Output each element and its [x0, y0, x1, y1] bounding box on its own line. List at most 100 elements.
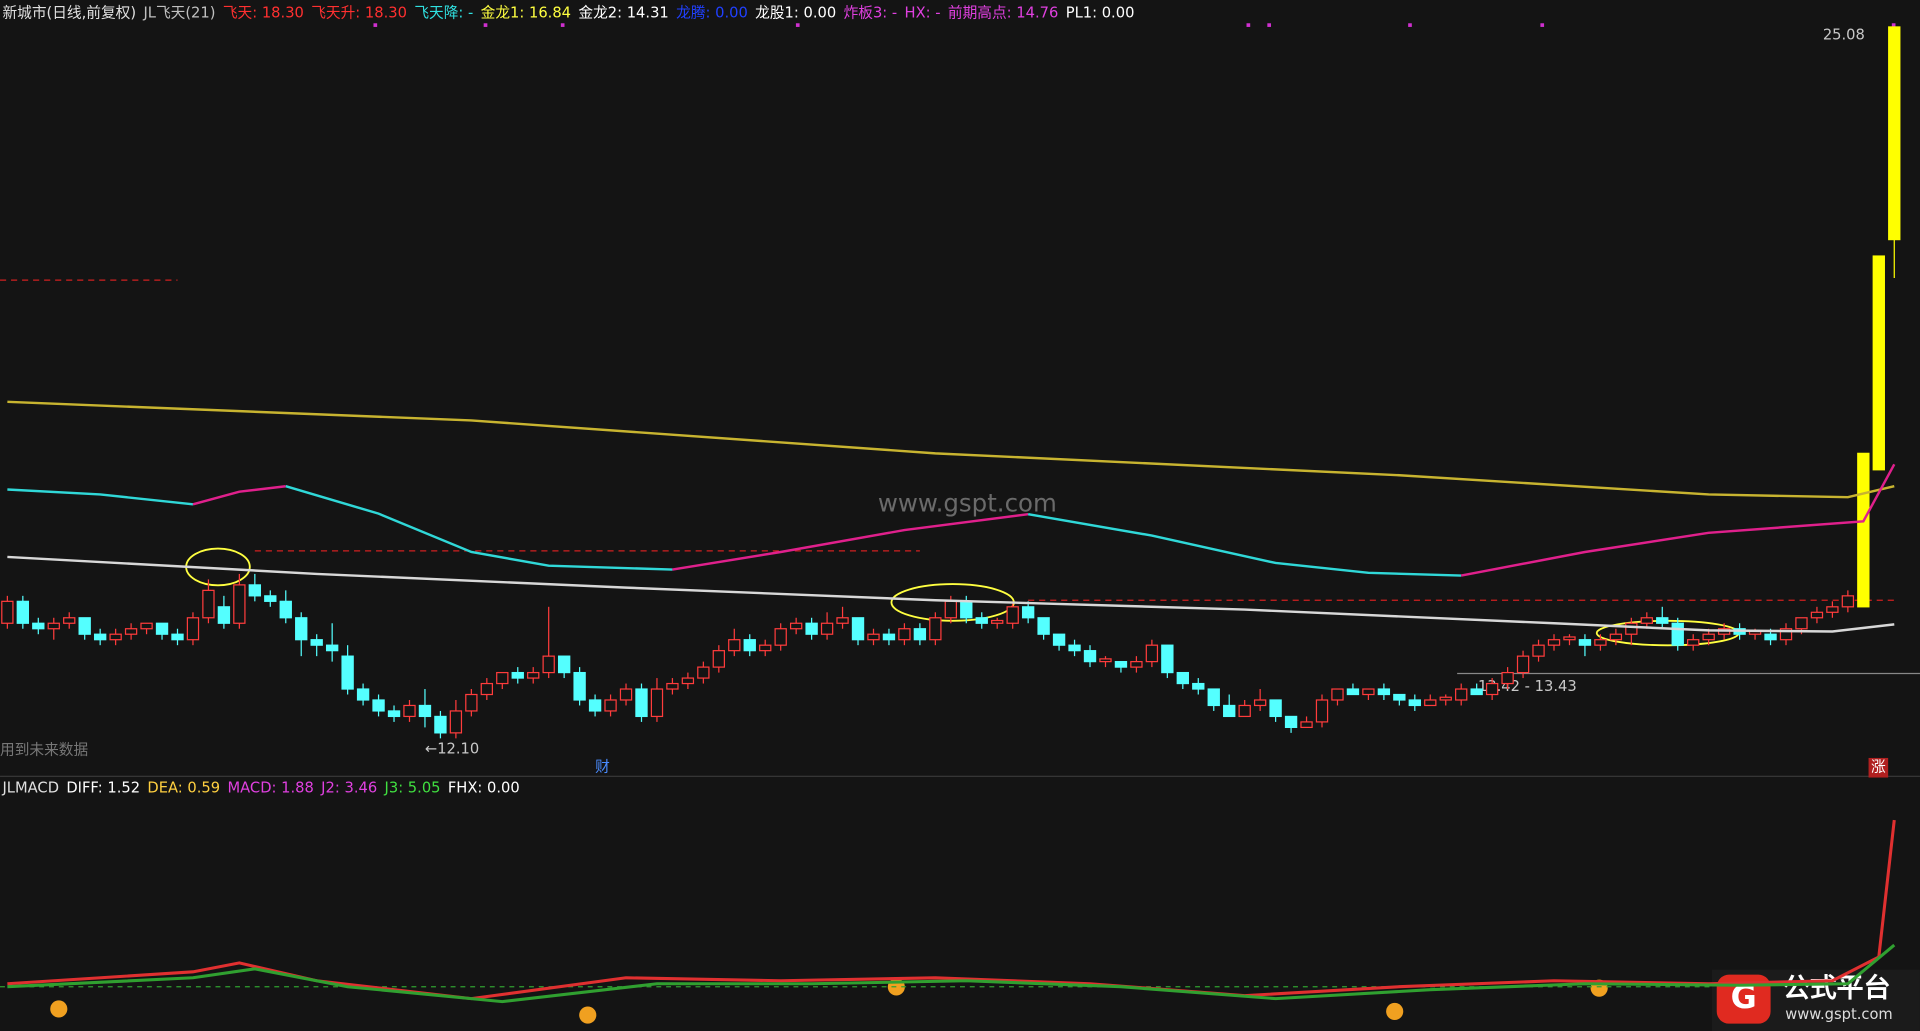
candle-body: [1037, 617, 1050, 635]
candle-body: [759, 644, 772, 652]
candle-body: [248, 584, 262, 597]
limit-up-badge: [1868, 757, 1889, 778]
candle-body: [1068, 644, 1081, 652]
candle-body: [588, 699, 602, 712]
candle-body: [604, 699, 617, 712]
candle-body: [1532, 644, 1545, 657]
moving-average: [1027, 512, 1462, 577]
candle-body: [16, 600, 30, 624]
candle-body: [387, 710, 401, 718]
header-item: 龙股1: 0.00: [755, 4, 836, 21]
candle-body: [78, 617, 91, 635]
header-item: 金龙2: 14.31: [578, 4, 668, 21]
candle-body: [511, 671, 524, 679]
header-item: HX: -: [905, 4, 941, 21]
header-item: JL飞天(21): [142, 4, 215, 21]
candle-body: [1315, 699, 1329, 723]
candle-body: [1594, 639, 1607, 646]
candle-body: [140, 622, 153, 630]
candle-body: [1021, 606, 1035, 619]
candle-body: [1393, 693, 1406, 701]
candle-body: [418, 704, 432, 718]
candle-body: [1006, 606, 1019, 624]
candle-body: [372, 699, 385, 712]
candle-body: [1424, 699, 1437, 707]
candle-body: [1362, 688, 1375, 696]
candle-body: [1114, 661, 1128, 668]
candle-body: [666, 682, 679, 690]
candle-body: [310, 639, 323, 646]
candle-body: [1377, 688, 1391, 696]
logo: G 公式平台 www.gspt.com: [1711, 969, 1920, 1031]
header-item: JLMACD: [1, 780, 59, 797]
candle-body: [774, 628, 787, 646]
header-item: J3: 5.05: [384, 780, 441, 797]
signal-dots: [373, 23, 1896, 27]
candle-body: [573, 671, 586, 701]
candle-body: [1547, 639, 1561, 646]
candle-body: [527, 671, 540, 679]
candle-body: [32, 622, 45, 630]
candle-body: [264, 595, 277, 602]
indicator-header: 新城市(日线,前复权) JL飞天(21) 飞天: 18.30 飞天升: 18.30 飞天…: [2, 3, 1134, 21]
candle-body: [1099, 658, 1112, 663]
candle-body: [63, 617, 76, 624]
candle-body: [496, 671, 509, 685]
signal-icons: [50, 978, 1608, 1024]
limit-up-marker: 涨: [1871, 759, 1886, 776]
candle-body: [650, 688, 664, 718]
candle-body: [697, 666, 710, 679]
candle-body: [1408, 699, 1421, 707]
candle-body: [1130, 661, 1143, 668]
header-item: PL1: 0.00: [1066, 4, 1135, 21]
candle-body: [186, 617, 200, 641]
header-item: 飞天升: 18.30: [311, 4, 407, 21]
candle-body: [929, 617, 942, 641]
header-item: 飞天降: -: [414, 4, 473, 21]
candle-body: [217, 606, 231, 624]
candle-body: [960, 600, 973, 619]
candle-body: [171, 633, 184, 641]
candle-body: [1687, 639, 1700, 646]
candle-body: [975, 617, 988, 624]
candle-body: [619, 688, 633, 701]
candle-body: [1485, 682, 1499, 696]
candle-body: [1083, 650, 1097, 663]
candle-body: [434, 715, 447, 734]
candle-body: [1656, 617, 1669, 624]
candle-body: [712, 650, 726, 668]
candle-body: [1795, 617, 1808, 630]
candle-body: [1346, 688, 1360, 696]
candle-body: [820, 622, 834, 635]
max-price-label: 25.08: [1823, 27, 1865, 44]
candle-body: [403, 704, 416, 718]
candle-body: [1872, 255, 1885, 471]
moving-average: [192, 485, 286, 506]
candle-body: [1640, 617, 1653, 624]
candle-body: [202, 589, 215, 619]
candle-body: [1439, 696, 1452, 701]
macd-line: [7, 943, 1896, 1004]
candle-body: [1331, 688, 1344, 701]
header-item: 新城市(日线,前复权): [2, 3, 136, 21]
candle-body: [1563, 636, 1576, 641]
candle-body: [1238, 704, 1251, 718]
candle-body: [1192, 682, 1205, 690]
candle-body: [1625, 622, 1638, 635]
candle-body: [557, 655, 571, 674]
header-item: J2: 3.46: [320, 780, 377, 797]
moving-average: [7, 488, 194, 506]
header-item: 龙腾: 0.00: [676, 4, 748, 21]
candle-body: [991, 619, 1004, 624]
header-item: DIFF: 1.52: [66, 780, 140, 797]
candle-body: [836, 617, 849, 624]
candle-body: [480, 682, 494, 696]
candle-body: [1671, 622, 1684, 646]
candle-body: [944, 600, 957, 619]
candle-body: [1578, 639, 1592, 646]
candle-body: [465, 693, 478, 712]
candle-body: [789, 622, 803, 630]
candle-body: [1161, 644, 1174, 674]
